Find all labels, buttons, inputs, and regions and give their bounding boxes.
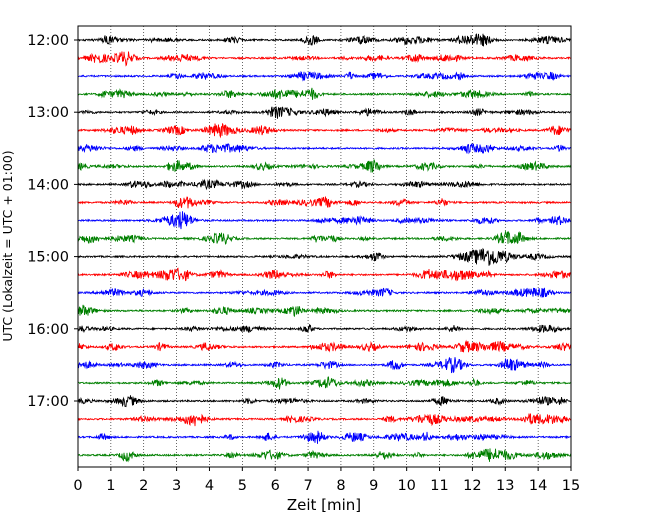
seismogram-trace	[77, 247, 572, 266]
seismogram-trace	[77, 413, 572, 427]
seismogram-trace	[77, 211, 572, 230]
seismogram-trace	[77, 51, 572, 67]
seismogram-trace	[77, 33, 572, 47]
seismogram-trace	[77, 430, 572, 444]
seismogram-trace	[77, 196, 572, 209]
seismogram-trace	[77, 267, 572, 282]
seismogram-trace	[77, 106, 572, 119]
x-tick-label: 15	[562, 478, 580, 494]
y-tick-label: 15:00	[27, 250, 69, 266]
seismogram-trace	[77, 87, 572, 100]
x-tick-label: 3	[172, 478, 181, 494]
y-tick-label: 16:00	[27, 322, 69, 338]
x-tick-label: 7	[303, 478, 312, 494]
seismogram-trace	[77, 339, 572, 353]
x-tick-label: 11	[430, 478, 448, 494]
y-axis-ticks: 12:00 13:00 14:00 15:00 16:00 17:00	[27, 33, 78, 410]
x-tick-label: 12	[463, 478, 481, 494]
plot-frame	[77, 25, 572, 468]
y-tick-label: 17:00	[27, 394, 69, 410]
x-tick-label: 6	[271, 478, 280, 494]
x-tick-label: 0	[73, 478, 82, 494]
seismogram-trace	[77, 229, 572, 245]
seismogram-trace	[77, 123, 572, 139]
x-tick-label: 10	[397, 478, 415, 494]
seismogram-traces	[77, 33, 572, 463]
x-axis-label: Zeit [min]	[287, 496, 361, 514]
seismogram-trace	[77, 159, 572, 173]
seismogram-trace	[77, 324, 572, 334]
x-tick-label: 9	[369, 478, 378, 494]
x-tick-label: 5	[238, 478, 247, 494]
seismogram-trace	[77, 395, 572, 408]
y-tick-label: 13:00	[27, 105, 69, 121]
seismogram-trace	[77, 143, 572, 155]
seismogram-trace	[77, 71, 572, 82]
x-tick-label: 2	[139, 478, 148, 494]
x-tick-label: 8	[336, 478, 345, 494]
seismogram-trace	[77, 376, 572, 390]
y-axis-label: UTC (Lokalzeit = UTC + 01:00)	[0, 150, 15, 341]
x-axis-ticks: 0 1 2 3 4 5 6 7 8 9 10 11 12 13 14 15	[73, 467, 580, 494]
seismogram-trace	[77, 357, 572, 374]
seismogram-trace	[77, 287, 572, 298]
seismogram-trace	[77, 304, 572, 317]
seismogram-trace	[77, 448, 572, 463]
y-tick-label: 12:00	[27, 33, 69, 49]
x-tick-label: 4	[205, 478, 214, 494]
x-tick-label: 14	[529, 478, 547, 494]
x-tick-label: 13	[496, 478, 514, 494]
seismogram-trace	[77, 178, 572, 191]
y-tick-label: 14:00	[27, 177, 69, 193]
x-tick-label: 1	[106, 478, 115, 494]
